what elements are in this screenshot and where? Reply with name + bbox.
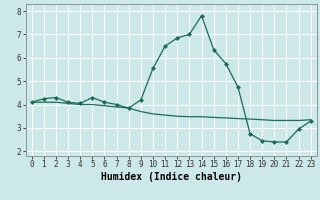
- X-axis label: Humidex (Indice chaleur): Humidex (Indice chaleur): [101, 172, 242, 182]
